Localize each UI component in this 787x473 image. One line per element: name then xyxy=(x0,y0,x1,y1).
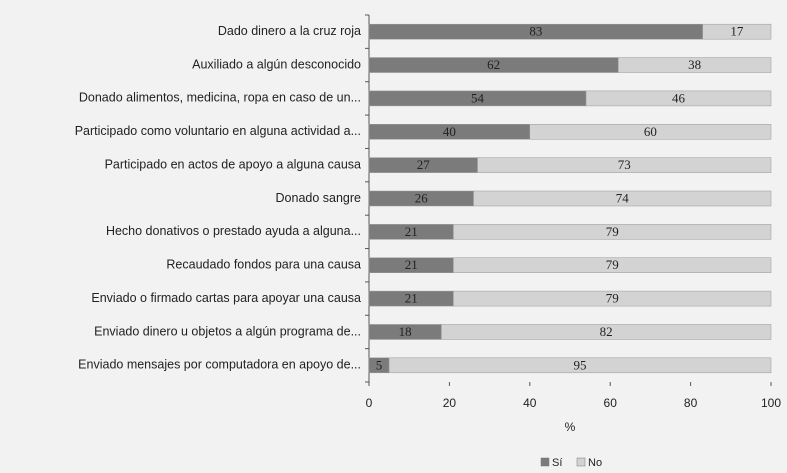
bar-segment xyxy=(477,157,772,173)
bar-segment xyxy=(453,290,772,307)
bar-segment xyxy=(388,357,772,374)
data-label: 83 xyxy=(529,24,542,39)
x-axis-label: % xyxy=(565,420,576,434)
bar-segment xyxy=(617,57,772,73)
data-label: 74 xyxy=(616,190,630,205)
category-label: Enviado o firmado cartas para apoyar una… xyxy=(91,291,361,305)
category-label: Donado sangre xyxy=(276,191,362,205)
data-label: 79 xyxy=(606,257,619,272)
data-label: 26 xyxy=(415,190,429,205)
data-label: 60 xyxy=(644,124,657,139)
data-label: 21 xyxy=(405,257,418,272)
bar-segment xyxy=(585,90,772,107)
bar-segment xyxy=(441,324,772,340)
data-label: 40 xyxy=(443,124,456,139)
category-label: Enviado mensajes por computadora en apoy… xyxy=(78,358,361,372)
legend-swatch xyxy=(540,457,550,467)
legend-label: Sí xyxy=(552,457,562,469)
data-label: 21 xyxy=(405,291,418,306)
bar-segment xyxy=(473,190,772,207)
legend-swatch xyxy=(576,457,586,467)
data-label: 18 xyxy=(399,324,412,339)
data-label: 46 xyxy=(672,90,686,105)
data-label: 82 xyxy=(600,324,613,339)
data-label: 79 xyxy=(606,224,619,239)
data-label: 21 xyxy=(405,224,418,239)
category-label: Enviado dinero u objetos a algún program… xyxy=(94,324,361,338)
bar-segment xyxy=(529,124,772,140)
bar-segment xyxy=(702,23,772,40)
x-tick-label: 40 xyxy=(523,396,537,410)
x-tick-label: 60 xyxy=(604,396,618,410)
x-tick-label: 80 xyxy=(684,396,698,410)
legend-label: No xyxy=(588,457,602,469)
x-tick-label: 100 xyxy=(761,396,781,410)
x-tick-label: 20 xyxy=(443,396,457,410)
category-label: Participado en actos de apoyo a alguna c… xyxy=(105,157,361,171)
category-label: Auxiliado a algún desconocido xyxy=(192,57,361,71)
data-label: 62 xyxy=(487,57,500,72)
category-label: Dado dinero a la cruz roja xyxy=(218,24,361,38)
data-label: 5 xyxy=(376,357,383,372)
data-label: 17 xyxy=(730,24,744,39)
category-label: Participado como voluntario en alguna ac… xyxy=(75,124,361,138)
data-label: 79 xyxy=(606,291,619,306)
x-tick-label: 0 xyxy=(366,396,373,410)
category-label: Hecho donativos o prestado ayuda a algun… xyxy=(106,224,361,238)
bar-segment xyxy=(453,224,772,240)
data-label: 38 xyxy=(688,57,701,72)
data-label: 73 xyxy=(618,157,631,172)
data-label: 27 xyxy=(417,157,431,172)
bar-segment xyxy=(453,257,772,273)
data-label: 54 xyxy=(471,90,485,105)
data-label: 95 xyxy=(574,357,587,372)
category-label: Donado alimentos, medicina, ropa en caso… xyxy=(79,91,361,105)
category-label: Recaudado fondos para una causa xyxy=(166,258,361,272)
